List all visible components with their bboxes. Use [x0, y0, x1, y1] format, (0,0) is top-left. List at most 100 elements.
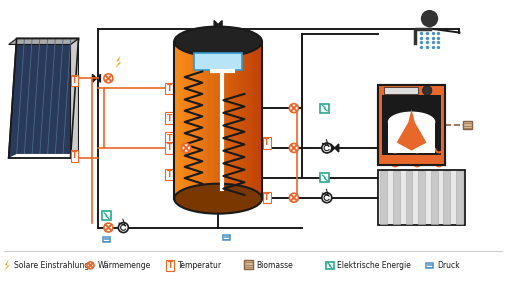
Circle shape: [321, 193, 331, 203]
Bar: [377, 85, 444, 165]
Polygon shape: [214, 21, 218, 28]
Polygon shape: [70, 39, 78, 158]
Bar: [207, 41, 210, 199]
Circle shape: [181, 144, 190, 153]
Polygon shape: [96, 74, 100, 82]
Bar: [243, 260, 252, 269]
Bar: [211, 41, 214, 199]
Bar: [259, 41, 262, 199]
Bar: [320, 173, 329, 182]
Ellipse shape: [174, 27, 262, 56]
Bar: [205, 41, 207, 199]
Bar: [392, 171, 399, 224]
Bar: [102, 211, 111, 220]
Text: T: T: [167, 261, 173, 270]
Bar: [239, 41, 242, 199]
Bar: [246, 41, 249, 199]
Bar: [193, 41, 196, 199]
Bar: [222, 235, 229, 240]
Text: T: T: [166, 114, 172, 123]
Bar: [196, 41, 198, 199]
Polygon shape: [218, 21, 222, 28]
Bar: [255, 41, 258, 199]
Bar: [178, 41, 181, 199]
Bar: [229, 41, 231, 199]
Circle shape: [422, 86, 431, 95]
Circle shape: [87, 262, 94, 269]
Polygon shape: [9, 39, 78, 45]
Bar: [248, 41, 251, 199]
Bar: [442, 171, 449, 224]
Bar: [417, 171, 424, 224]
Bar: [203, 41, 205, 199]
Text: T: T: [72, 151, 77, 160]
Polygon shape: [9, 39, 78, 158]
Circle shape: [289, 144, 298, 153]
Polygon shape: [396, 109, 426, 151]
Polygon shape: [92, 74, 96, 82]
Bar: [198, 41, 200, 199]
Circle shape: [321, 143, 331, 153]
Bar: [187, 41, 190, 199]
Polygon shape: [9, 154, 78, 158]
Circle shape: [104, 223, 113, 232]
Polygon shape: [115, 56, 121, 68]
Bar: [191, 41, 194, 199]
Polygon shape: [330, 144, 334, 152]
Text: Biomasse: Biomasse: [256, 261, 292, 270]
Circle shape: [289, 193, 298, 202]
Bar: [242, 41, 244, 199]
Text: T: T: [166, 84, 172, 93]
Text: T: T: [166, 170, 172, 179]
Bar: [463, 121, 472, 129]
Bar: [235, 41, 238, 199]
Bar: [216, 41, 218, 199]
Bar: [209, 41, 212, 199]
Text: T: T: [72, 76, 77, 85]
Bar: [320, 104, 329, 113]
Polygon shape: [4, 259, 10, 271]
Bar: [377, 85, 444, 165]
Bar: [226, 41, 229, 199]
Bar: [425, 263, 432, 268]
Circle shape: [118, 222, 128, 233]
Bar: [250, 41, 253, 199]
Bar: [224, 41, 227, 199]
Circle shape: [289, 104, 298, 113]
Text: Druck: Druck: [437, 261, 459, 270]
Ellipse shape: [174, 184, 262, 214]
Bar: [380, 171, 387, 224]
Bar: [405, 171, 412, 224]
Bar: [180, 41, 183, 199]
Polygon shape: [334, 144, 338, 152]
Bar: [231, 41, 233, 199]
Bar: [377, 85, 444, 95]
Bar: [185, 41, 187, 199]
Text: T: T: [264, 193, 269, 202]
Bar: [377, 85, 382, 165]
Bar: [174, 41, 177, 199]
Text: Solare Einstrahlung: Solare Einstrahlung: [14, 261, 89, 270]
Text: Elektrische Energie: Elektrische Energie: [336, 261, 410, 270]
Bar: [257, 41, 260, 199]
Bar: [237, 41, 240, 199]
Bar: [377, 155, 444, 165]
Bar: [325, 262, 333, 269]
Bar: [244, 41, 246, 199]
Bar: [200, 41, 203, 199]
Bar: [193, 53, 242, 70]
Text: T: T: [166, 133, 172, 142]
Bar: [218, 41, 220, 199]
Bar: [222, 41, 225, 199]
Text: Temperatur: Temperatur: [178, 261, 222, 270]
Text: T: T: [166, 144, 172, 153]
Bar: [252, 41, 256, 199]
Bar: [220, 41, 223, 199]
Bar: [387, 122, 434, 153]
Circle shape: [104, 74, 113, 83]
Bar: [455, 171, 462, 224]
Bar: [176, 41, 179, 199]
Bar: [183, 41, 185, 199]
Bar: [440, 85, 444, 165]
Bar: [213, 41, 216, 199]
